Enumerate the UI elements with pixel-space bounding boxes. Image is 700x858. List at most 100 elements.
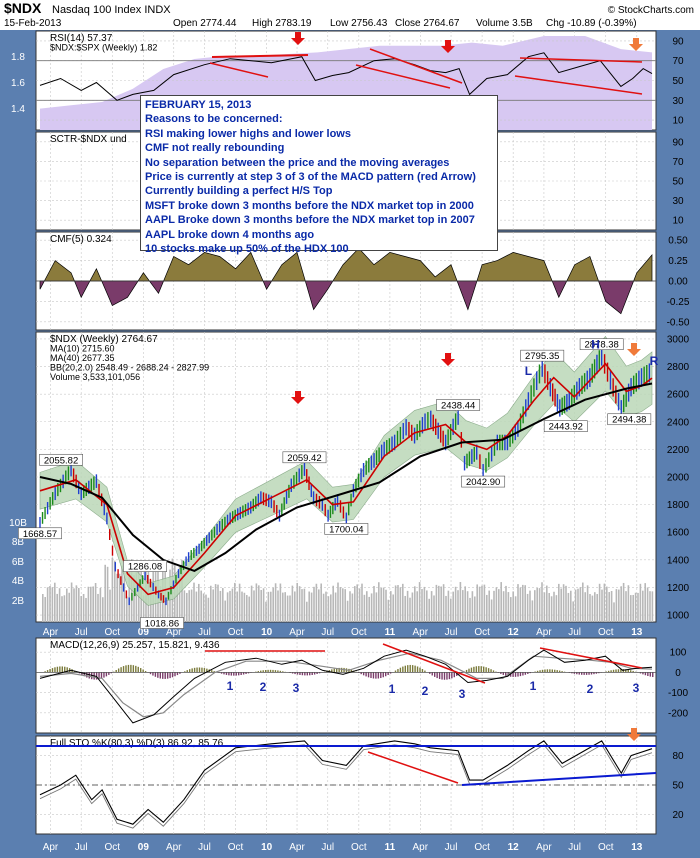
macd-histogram-bar [407,665,409,673]
volume-bar [337,582,339,622]
macd-histogram-bar [617,669,620,673]
volume-bar [534,590,536,622]
volume-bar [61,596,63,622]
macd-histogram-bar [539,670,541,673]
macd-histogram-bar [456,672,458,676]
macd-histogram-bar [211,670,213,673]
macd-histogram-bar [512,672,514,677]
annotation-line: 10 stocks make up 50% of the HDX 100 [145,243,349,256]
macd-histogram-bar [301,672,304,676]
volume-bar [651,591,654,622]
volume-bar [519,587,522,622]
volume-bar [54,582,56,622]
macd-histogram-bar [336,668,338,673]
volume-bar [529,590,531,622]
macd-histogram-bar [571,672,573,674]
volume-bar [294,591,296,622]
volume-bar [409,597,411,622]
macd-histogram-bar [228,672,230,676]
macd-histogram-bar [176,672,179,676]
volume-bar [250,585,253,622]
macd-histogram-bar [306,672,308,676]
annotation-line: RSI making lower highs and lower lows [145,127,351,140]
macd-histogram-bar [242,672,245,675]
macd-step-label: 2 [587,682,594,696]
price-label: 2795.35 [525,351,559,362]
macd-histogram-bar [130,664,132,673]
macd-histogram-bar [313,672,316,675]
volume-tick-label: 8B [12,537,25,548]
macd-histogram-bar [100,672,103,679]
macd-histogram-bar [110,672,112,674]
legend-entry: MA(40) 2677.35 [50,353,115,363]
volume-bar [577,588,579,622]
macd-step-label: 3 [633,681,640,695]
macd-histogram-bar [375,672,377,679]
orange-arrow [627,728,641,741]
volume-bar [313,586,315,622]
rsi-trendline [211,54,309,58]
macd-histogram-bar [132,665,135,673]
legend-entry: RSI(14) 57.37 [50,33,113,44]
volume-bar [248,596,250,622]
symbol-label: $NDX [4,0,42,16]
y-tick-label: 1800 [667,500,690,511]
macd-histogram-bar [397,669,399,673]
volume-bar [320,583,322,622]
ma10-line [39,362,653,596]
rsi-trendline [209,62,269,78]
macd-histogram-bar [436,672,438,679]
volume-bar [402,583,404,622]
volume-bar [111,557,114,622]
volume-bar [637,592,639,622]
price-label-box [324,523,369,535]
macd-histogram-bar [350,669,353,673]
x-tick-label: Jul [198,627,211,638]
macd-histogram-bar [581,672,583,675]
volume-bar [282,592,284,622]
macd-histogram-bar [536,670,539,673]
macd-histogram-bar [157,672,159,678]
volume-bar [490,599,493,622]
volume-bar [344,589,346,622]
macd-histogram-bar [267,669,269,673]
volume-bar [97,593,99,622]
macd-histogram-bar [505,672,507,676]
macd-histogram-bar [135,665,137,673]
macd-histogram-bar [206,668,208,673]
macd-histogram-bar [291,672,294,674]
x-tick-label: Oct [351,627,367,638]
volume-bar [176,579,178,622]
macd-histogram-bar [309,672,311,676]
volume-bar [351,593,354,622]
volume-bar [598,583,601,622]
macd-histogram-bar [49,669,51,673]
volume-bar [198,583,200,622]
orange-arrow [629,38,643,51]
y-tick-label: 0.00 [668,277,688,288]
volume-bar [430,591,433,622]
volume-bar [90,586,92,622]
macd-histogram-bar [333,668,335,673]
price-label-box [123,560,167,572]
volume-bar [212,589,214,622]
price-label-box [607,413,652,426]
macd-histogram-bar [203,668,206,673]
volume-bar [579,587,582,622]
macd-histogram-bar [51,668,54,673]
x-tick-label: Oct [104,842,120,853]
x-tick-label: Jul [321,842,334,853]
volume-bar [181,559,183,622]
macd-histogram-bar [377,672,380,679]
volume-bar [243,592,246,622]
annotation-line: Price is currently at step 3 of 3 of the… [145,171,476,184]
volume-tick-label: 4B [12,576,25,587]
volume-bar [363,594,366,622]
price-label-box [543,420,588,432]
volume-bar [224,600,226,622]
price-label-box [140,617,184,629]
y-tick-label: 1600 [667,528,690,539]
volume-bar [462,590,464,622]
macd-trendline [539,647,643,669]
annotation-line: MSFT broke down 3 months before the NDX … [145,199,474,212]
